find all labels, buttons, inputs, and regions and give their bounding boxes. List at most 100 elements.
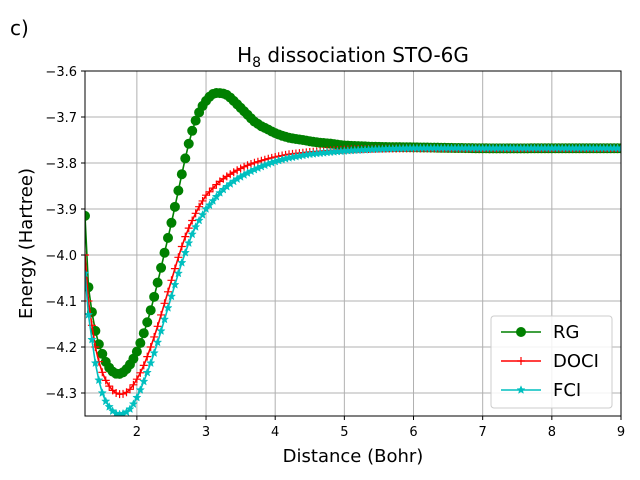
data-point-doci [195,202,204,211]
data-point-fci [87,334,97,344]
data-point-fci [97,388,107,397]
data-point-doci [98,368,107,377]
data-point-doci [105,382,114,391]
data-point-rg [135,338,146,349]
data-point-fci [149,348,159,358]
data-point-doci [153,322,162,331]
data-point-rg [138,328,149,339]
y-tick-label: −4.3 [45,387,77,402]
y-tick-label: −4.0 [45,249,77,264]
data-point-doci [202,191,211,200]
x-tick-label: 3 [202,425,210,440]
data-point-doci [150,332,159,341]
data-point-rg [149,291,160,302]
data-point-fci [94,375,104,385]
data-point-fci [163,303,173,312]
legend-marker-fci [516,385,526,394]
data-point-doci [240,162,249,171]
data-point-fci [85,268,90,278]
data-point-fci [142,367,152,377]
y-axis-label: Energy (Hartree) [16,168,37,319]
data-point-doci [112,389,121,397]
data-point-doci [132,375,141,384]
plot-frame [84,70,622,417]
data-point-fci [135,385,145,394]
data-point-doci [157,310,166,319]
data-point-rg [156,262,167,273]
y-tick-label: −4.1 [45,295,77,310]
panel-label: c) [10,16,29,40]
y-tick-label: −4.2 [45,341,77,356]
data-point-doci [125,385,134,394]
data-point-doci [136,368,145,377]
legend-marker-doci [517,357,525,365]
data-point-fci [139,376,149,386]
x-tick-label: 4 [271,425,279,440]
data-point-rg [131,346,142,357]
y-tick-label: −3.6 [45,65,77,80]
legend-item-fci: FCI [501,380,581,401]
data-point-rg [180,153,191,164]
axis-ticks: 2 3 4 5 6 7 8 9 −3.6 −3.7 −3.8 −3.9 −4.0 −4.1 −4.2 −4.3 [45,65,625,440]
data-point-doci [188,216,197,225]
data-point-fci [197,209,208,219]
x-tick-label: 7 [479,425,487,440]
data-point-fci [201,204,211,213]
data-point-fci [211,191,222,201]
x-tick-label: 9 [617,425,625,440]
data-point-doci [208,184,217,193]
data-point-doci [143,352,152,361]
data-point-doci [191,209,200,218]
legend-label-doci: DOCI [553,351,599,372]
data-point-rg [142,317,153,328]
data-point-doci [181,232,190,241]
data-point-doci [184,224,193,233]
data-point-fci [104,401,114,411]
data-point-fci [190,222,201,231]
data-point-rg [187,125,198,136]
data-point-rg [190,115,201,126]
legend-label-fci: FCI [553,380,581,401]
data-point-fci [173,268,184,278]
data-point-rg [145,305,156,316]
data-point-fci [184,238,194,248]
data-point-fci [166,291,177,301]
data-point-doci [139,361,148,370]
chart-title: H8 dissociation STO-6G [237,43,469,71]
data-point-fci [152,337,163,347]
data-point-fci [146,358,156,368]
legend: RG DOCI FCI [490,315,613,409]
x-tick-label: 8 [548,425,556,440]
data-point-doci [229,168,238,177]
data-point-doci [167,276,176,285]
data-point-rg [183,138,194,149]
legend-item-rg: RG [501,322,579,343]
legend-item-doci: DOCI [501,351,599,372]
data-point-doci [129,380,138,389]
data-point-fci [616,143,621,153]
x-tick-label: 5 [340,425,348,440]
data-point-fci [125,404,135,414]
data-point-fci [132,392,142,402]
data-point-doci [198,196,207,205]
data-point-doci [205,187,214,196]
data-point-doci [177,242,186,251]
data-point-doci [243,161,252,170]
data-point-rg [152,277,163,288]
data-point-doci [174,253,183,262]
data-point-doci [85,297,93,305]
data-point-doci [226,170,235,179]
data-point-rg [159,247,170,258]
legend-box [490,315,613,409]
legend-label-rg: RG [553,322,579,343]
x-axis-label: Distance (Bohr) [283,446,424,467]
data-point-doci [101,376,110,385]
data-point-fci [128,399,139,409]
data-point-doci [85,251,89,259]
data-point-fci [187,229,197,239]
data-point-fci [180,247,190,257]
data-point-rg [169,201,180,212]
data-point-rg [176,169,187,180]
x-tick-label: 6 [409,425,417,440]
